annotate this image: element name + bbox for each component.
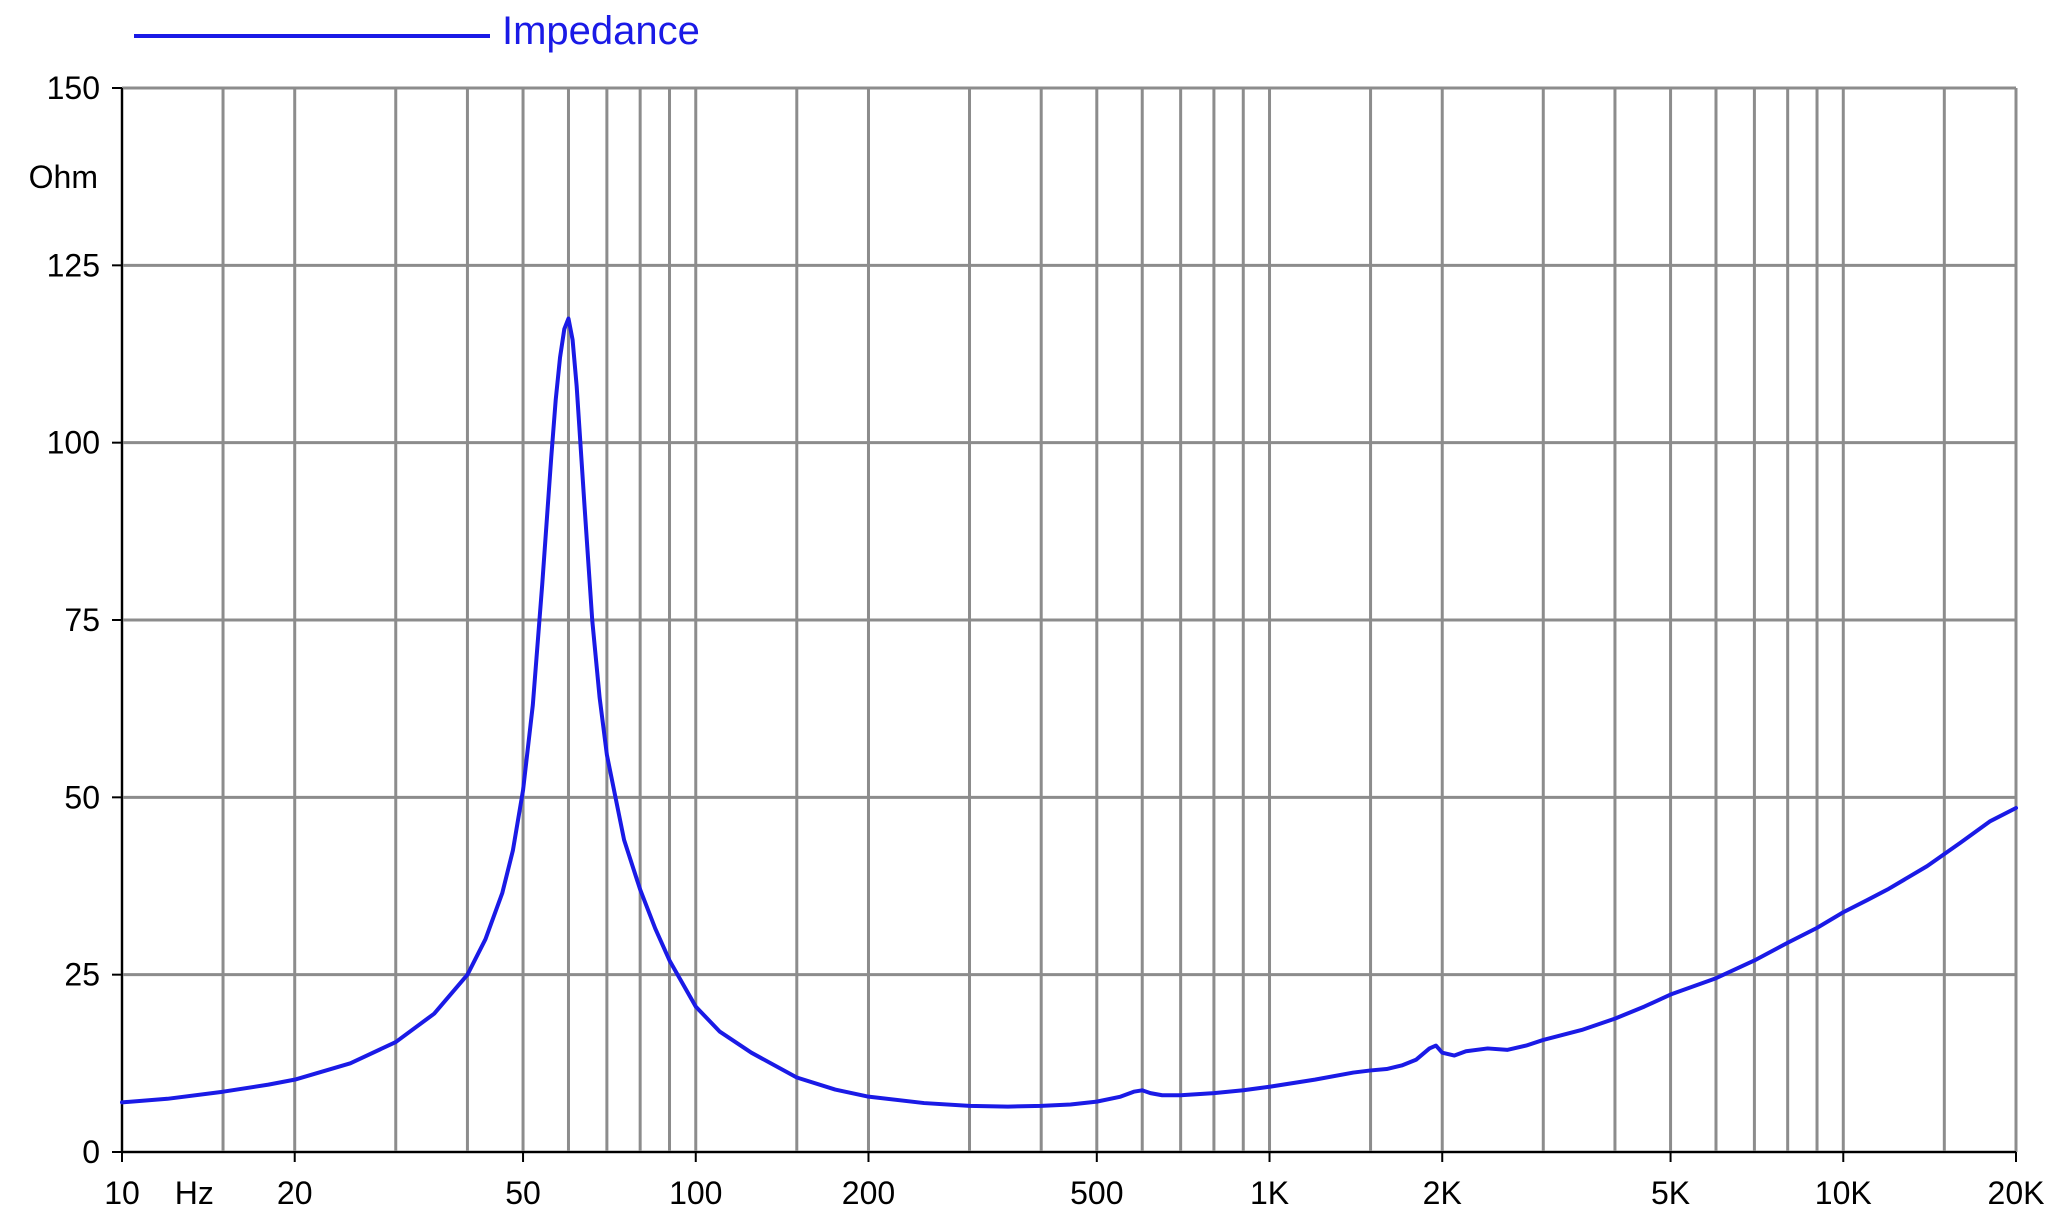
y-tick-label: 75 bbox=[64, 602, 100, 638]
y-tick-label: 125 bbox=[47, 247, 100, 283]
x-tick-label: 100 bbox=[669, 1175, 722, 1211]
x-tick-label: 200 bbox=[842, 1175, 895, 1211]
grid-lines bbox=[120, 86, 2018, 1154]
x-tick-label: 10K bbox=[1815, 1175, 1872, 1211]
x-tick-label: 20K bbox=[1988, 1175, 2045, 1211]
y-tick-label: 150 bbox=[47, 70, 100, 106]
y-axis-label: Ohm bbox=[29, 159, 98, 195]
y-tick-label: 50 bbox=[64, 779, 100, 815]
x-tick-label: 500 bbox=[1070, 1175, 1123, 1211]
x-axis-label: Hz bbox=[175, 1175, 214, 1211]
x-tick-label: 50 bbox=[505, 1175, 541, 1211]
series-line-impedance bbox=[120, 316, 2018, 1109]
x-tick-label: 1K bbox=[1250, 1175, 1289, 1211]
legend: Impedance bbox=[134, 9, 700, 53]
x-tick-label: 5K bbox=[1651, 1175, 1690, 1211]
x-tick-label: 10 bbox=[104, 1175, 140, 1211]
y-tick-label: 0 bbox=[82, 1134, 100, 1170]
y-tick-label: 100 bbox=[47, 425, 100, 461]
y-axis-tick-labels: 0 25 50 75 100 125 150 bbox=[47, 70, 122, 1170]
x-tick-label: 20 bbox=[277, 1175, 313, 1211]
y-tick-label: 25 bbox=[64, 957, 100, 993]
x-tick-label: 2K bbox=[1423, 1175, 1462, 1211]
series-layer bbox=[120, 316, 2018, 1109]
legend-label-impedance: Impedance bbox=[502, 9, 700, 53]
x-axis-tick-labels: 10 20 50 100 200 500 1K 2K 5K 10K 20K bbox=[104, 1152, 2044, 1211]
